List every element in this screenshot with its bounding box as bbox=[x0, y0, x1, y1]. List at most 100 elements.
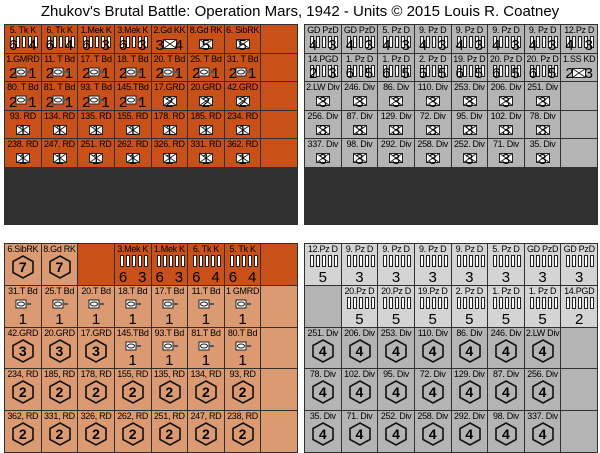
unit-movement: 5 bbox=[438, 65, 447, 82]
unit-label: 258. Div bbox=[417, 139, 448, 150]
hex-unit-icon bbox=[12, 338, 34, 363]
unit-counter: 18. T Bd 2 1 bbox=[114, 53, 151, 82]
empty-counter-slot bbox=[261, 285, 297, 327]
unit-counter: 206. Div 4 bbox=[341, 327, 378, 369]
infantry-icon bbox=[352, 96, 367, 107]
armor-stack-icon bbox=[491, 296, 522, 310]
unit-movement: 4 bbox=[174, 36, 184, 53]
unit-strength: 1 bbox=[165, 352, 174, 369]
unit-counter: GD PzD 4 3 bbox=[341, 25, 378, 53]
unit-counter: 20.Pz D 5 bbox=[378, 285, 414, 327]
unit-strength: 3 bbox=[18, 342, 27, 359]
unit-label: 252. Div bbox=[454, 139, 485, 150]
unit-counter: 326. RD 1 bbox=[151, 139, 188, 167]
unit-label: 247, RD bbox=[190, 411, 222, 422]
unit-label: 20. Pz D bbox=[526, 53, 559, 64]
unit-label: 1. Pz D bbox=[528, 285, 557, 296]
unit-label: 87. Div bbox=[346, 110, 373, 121]
unit-label: GD PzD bbox=[526, 244, 559, 254]
unit-strength: 4 bbox=[355, 384, 364, 401]
armor-stack-icon bbox=[308, 36, 338, 49]
infantry-icon bbox=[462, 96, 477, 107]
unit-label: 93. T Bd bbox=[80, 82, 112, 93]
hex-unit-icon bbox=[495, 338, 517, 363]
infantry-icon bbox=[425, 96, 440, 107]
unit-counter: GD PzD 3 bbox=[524, 244, 561, 285]
unit-counter: 95. Div 3 bbox=[451, 110, 488, 139]
unit-label: 331, RD bbox=[43, 411, 75, 422]
tank-icon bbox=[162, 299, 178, 309]
unit-label: 326, RD bbox=[80, 411, 112, 422]
unit-strength: 1 bbox=[201, 122, 211, 139]
unit-strength: 1 bbox=[201, 310, 211, 327]
unit-counter: 17.T Bd 1 bbox=[151, 285, 188, 327]
infantry-icon bbox=[162, 96, 177, 107]
unit-strength: 4 bbox=[318, 342, 327, 359]
unit-label: 42.GRD bbox=[227, 82, 258, 93]
unit-counter: 2. Pz D 5 bbox=[451, 285, 488, 327]
tank-icon bbox=[88, 67, 105, 77]
unit-label: 9. Pz D bbox=[345, 244, 374, 254]
unit-label: 145.TBd bbox=[116, 82, 149, 93]
unit-counter: 262. RD 1 bbox=[114, 139, 151, 167]
infantry-icon bbox=[352, 153, 367, 164]
tank-icon bbox=[235, 341, 251, 351]
unit-counter: 93. T Bd 2 1 bbox=[78, 82, 114, 110]
unit-label: 234. RD bbox=[227, 110, 259, 121]
unit-label: 18.T Bd bbox=[118, 285, 148, 296]
unit-label: 35. Div bbox=[309, 411, 336, 422]
unit-label: 25. T Bd bbox=[190, 53, 222, 64]
unit-movement: 1 bbox=[138, 93, 147, 110]
unit-counter: 71. Div 3 bbox=[488, 139, 524, 167]
unit-attack: 4 bbox=[528, 36, 538, 53]
unit-strength: 1 bbox=[91, 150, 101, 167]
unit-counter: 8.Gd RK 5 bbox=[188, 25, 224, 53]
unit-counter: 87. Div 3 bbox=[341, 110, 378, 139]
unit-label: 2.Gd KK bbox=[153, 25, 186, 35]
unit-counter: 20.GRD 3 bbox=[41, 327, 78, 369]
page-title: Zhukov's Brutal Battle: Operation Mars, … bbox=[40, 3, 560, 20]
unit-label: 6.SibRK bbox=[7, 244, 39, 254]
armor-stack-icon bbox=[455, 255, 485, 268]
unit-strength: 3 bbox=[318, 93, 327, 110]
unit-counter: 238. RD 1 bbox=[5, 139, 41, 167]
unit-counter: 93.T Bd 1 bbox=[151, 327, 188, 369]
tank-icon bbox=[198, 67, 215, 77]
unit-label: 11.T Bd bbox=[191, 285, 221, 296]
unit-counter: 262, RD 2 bbox=[114, 411, 151, 452]
unit-strength: 4 bbox=[538, 426, 547, 443]
unit-strength: 1 bbox=[128, 310, 137, 327]
unit-label: 251. RD bbox=[80, 139, 112, 150]
unit-strength: 3 bbox=[501, 150, 511, 167]
unit-label: 81. T Bd bbox=[43, 82, 76, 93]
unit-strength: 4 bbox=[538, 384, 547, 401]
armor-stack-icon bbox=[528, 36, 558, 49]
unit-counter: 1. Pz D 5 bbox=[488, 285, 524, 327]
armor-stack-icon bbox=[491, 36, 522, 49]
unit-counter: 20.GRD 2 bbox=[188, 82, 224, 110]
unit-label: 20.T Bd bbox=[81, 285, 111, 296]
unit-strength: 4 bbox=[428, 426, 437, 443]
infantry-icon bbox=[389, 153, 404, 164]
unit-movement: 1 bbox=[28, 65, 37, 82]
unit-counter: 9. Pz D 3 bbox=[341, 244, 378, 285]
unit-strength: 3 bbox=[428, 268, 437, 285]
tank-icon bbox=[15, 95, 31, 105]
hex-unit-icon bbox=[195, 380, 217, 405]
unit-strength: 3 bbox=[391, 122, 401, 139]
hex-unit-icon bbox=[458, 380, 481, 405]
armor-stack-icon bbox=[564, 36, 595, 49]
hex-unit-icon bbox=[122, 422, 144, 447]
unit-label: 14.PGD bbox=[564, 285, 595, 296]
unit-strength: 7 bbox=[18, 259, 27, 275]
unit-counter: GD PzD 3 bbox=[561, 244, 597, 285]
unit-strength: 3 bbox=[428, 150, 437, 167]
unit-attack: 6 bbox=[345, 65, 354, 82]
unit-label: 20.GRD bbox=[190, 82, 222, 93]
unit-counter: 258. Div 3 bbox=[414, 139, 451, 167]
